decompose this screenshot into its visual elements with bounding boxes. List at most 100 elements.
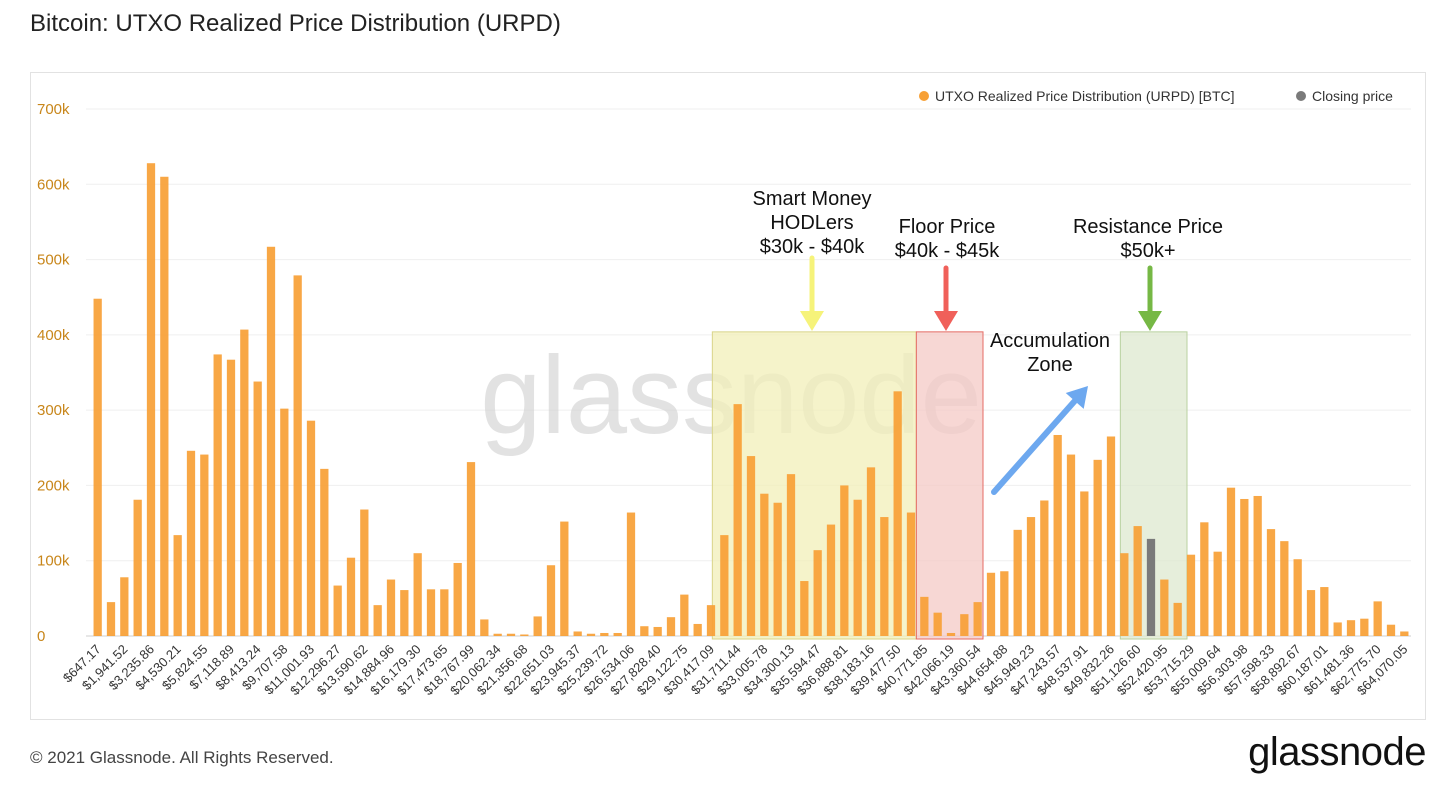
urpd-bar — [226, 359, 236, 636]
urpd-bar — [1013, 529, 1022, 636]
urpd-bar — [666, 617, 676, 636]
urpd-bar — [133, 499, 142, 636]
urpd-bar — [480, 619, 489, 636]
urpd-bar — [1360, 618, 1369, 636]
urpd-bar — [1173, 602, 1182, 636]
urpd-bar — [1120, 553, 1129, 636]
y-tick-label: 200k — [37, 477, 70, 494]
copyright-text: © 2021 Glassnode. All Rights Reserved. — [30, 748, 334, 767]
y-tick-label: 700k — [37, 101, 70, 118]
urpd-bar — [1026, 517, 1036, 636]
floor-price-zone — [915, 331, 984, 640]
urpd-bar — [933, 612, 942, 636]
y-tick-label: 400k — [37, 327, 70, 344]
urpd-bar — [640, 626, 649, 636]
urpd-bar — [240, 329, 249, 636]
urpd-bar — [373, 605, 382, 636]
urpd-bar — [613, 632, 622, 636]
urpd-bar — [160, 176, 169, 636]
urpd-bar — [506, 633, 516, 636]
urpd-bar — [1040, 500, 1049, 636]
resistance-annotation-line: Resistance Price — [1073, 216, 1223, 238]
urpd-bar — [493, 633, 502, 636]
urpd-bar — [1333, 622, 1342, 636]
urpd-bar — [466, 462, 476, 636]
urpd-bar — [826, 524, 836, 636]
urpd-bar — [306, 420, 316, 636]
urpd-bar — [346, 557, 356, 636]
urpd-bar — [1000, 571, 1009, 636]
urpd-bar — [106, 602, 116, 636]
urpd-bar — [1160, 579, 1169, 636]
urpd-bar — [866, 467, 876, 636]
y-tick-label: 0 — [37, 628, 45, 645]
floor-price-arrow — [934, 265, 958, 331]
urpd-bar — [1306, 590, 1316, 636]
urpd-bar — [773, 502, 782, 636]
accumulation-arrow — [991, 386, 1088, 495]
urpd-bar — [413, 553, 422, 636]
urpd-bar — [920, 596, 929, 636]
urpd-bar — [1066, 454, 1076, 636]
urpd-bar — [1346, 620, 1356, 636]
urpd-bar — [546, 565, 556, 636]
urpd-bar — [120, 577, 129, 636]
urpd-bar — [946, 632, 956, 636]
urpd-bar — [560, 521, 569, 636]
urpd-bar — [893, 391, 902, 636]
urpd-bar — [93, 298, 102, 636]
legend-urpd-label: UTXO Realized Price Distribution (URPD) … — [935, 88, 1235, 104]
urpd-bar — [906, 512, 916, 636]
y-tick-label: 100k — [37, 553, 70, 570]
urpd-bar — [213, 354, 222, 636]
urpd-bar — [1093, 459, 1102, 636]
urpd-bar — [1386, 624, 1396, 636]
urpd-bar — [786, 474, 796, 636]
urpd-bar — [733, 404, 742, 636]
urpd-bar — [280, 408, 289, 636]
urpd-bar — [1400, 631, 1409, 636]
urpd-bar — [813, 550, 822, 636]
urpd-bar — [146, 163, 156, 636]
legend-closing-price-label: Closing price — [1312, 88, 1393, 104]
resistance-arrow — [1138, 265, 1162, 331]
urpd-bar — [760, 493, 769, 636]
urpd-bar — [1226, 487, 1236, 636]
y-tick-label: 600k — [37, 176, 70, 193]
urpd-bar — [186, 450, 196, 636]
smart-money-annotation-line: $30k - $40k — [760, 236, 866, 258]
urpd-bar — [960, 614, 969, 636]
urpd-bar — [1213, 551, 1222, 636]
accumulation-annotation-line: Accumulation — [990, 330, 1110, 352]
urpd-bar — [440, 589, 449, 636]
urpd-bar — [1266, 529, 1276, 636]
page-title: Bitcoin: UTXO Realized Price Distributio… — [30, 10, 561, 37]
urpd-bar — [360, 509, 369, 636]
urpd-bar — [853, 499, 862, 636]
urpd-bar — [986, 572, 996, 636]
chart-frame: 0100k200k300k400k500k600k700kglassnode$6… — [30, 72, 1426, 720]
legend-closing-price-marker — [1296, 91, 1306, 101]
urpd-bar — [1133, 526, 1142, 636]
urpd-bar — [400, 590, 409, 636]
urpd-bar — [1373, 601, 1382, 636]
urpd-bar — [880, 517, 889, 636]
urpd-bar — [1293, 559, 1302, 636]
legend-urpd-marker — [919, 91, 929, 101]
urpd-bar — [693, 623, 702, 636]
urpd-bar — [200, 454, 209, 636]
urpd-bar — [626, 512, 636, 636]
urpd-bar — [1280, 541, 1289, 636]
urpd-bar — [720, 535, 729, 636]
y-tick-label: 300k — [37, 402, 70, 419]
closing-price-bar — [1146, 538, 1156, 636]
floor-annotation-line: $40k - $45k — [895, 240, 1001, 262]
urpd-bar — [800, 581, 809, 636]
urpd-bar — [293, 275, 302, 636]
urpd-bar — [173, 535, 182, 636]
urpd-bar — [706, 605, 716, 636]
urpd-bar — [840, 485, 849, 636]
urpd-bar — [266, 246, 276, 636]
urpd-bar — [680, 594, 689, 636]
accumulation-annotation-line: Zone — [1027, 354, 1073, 376]
